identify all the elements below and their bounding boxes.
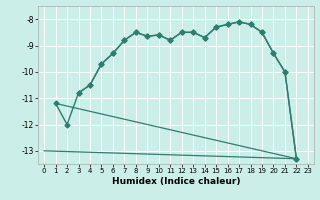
X-axis label: Humidex (Indice chaleur): Humidex (Indice chaleur): [112, 177, 240, 186]
